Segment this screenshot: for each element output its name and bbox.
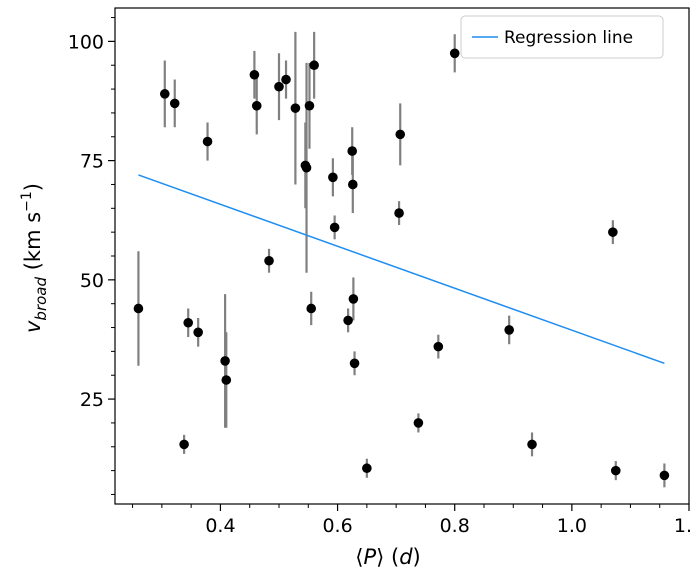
legend-label: Regression line (504, 28, 633, 48)
y-axis-label: vbroad (km s−1) (19, 183, 50, 333)
data-point (179, 439, 189, 450)
data-point (249, 69, 260, 80)
data-point (527, 439, 537, 450)
data-point (221, 375, 232, 385)
x-tick-label: 1.0 (557, 515, 587, 537)
data-point (449, 48, 460, 59)
legend: Regression line (460, 15, 664, 59)
axis-ticks: 0.4 0.6 0.8 1.0 1.2 25 50 75 100 (68, 17, 692, 537)
svg-text:vbroad (km s−1): vbroad (km s−1) (19, 183, 50, 333)
data-point (281, 74, 291, 85)
regression-line (138, 174, 665, 365)
plot-frame (114, 7, 690, 505)
data-point (610, 465, 621, 476)
data-point (347, 146, 358, 156)
data-point (504, 325, 514, 335)
data-point (608, 227, 618, 237)
data-point (301, 162, 312, 173)
data-point (348, 294, 359, 304)
data-point (251, 100, 262, 111)
data-point (193, 327, 203, 338)
error-bars (137, 31, 666, 488)
data-point (159, 89, 170, 99)
data-point (362, 463, 372, 474)
legend-box (460, 15, 664, 59)
svg-text:⟨P⟩ (d): ⟨P⟩ (d) (355, 545, 421, 569)
data-point (395, 129, 406, 140)
x-tick-label: 0.4 (205, 515, 235, 537)
x-tick-label: 0.6 (322, 515, 352, 537)
data-points (133, 48, 670, 481)
x-axis-label: ⟨P⟩ (d) (355, 545, 421, 569)
y-tick-label: 75 (80, 151, 104, 173)
data-point (349, 358, 360, 369)
data-point (290, 103, 301, 113)
x-tick-label: 1.2 (674, 515, 692, 537)
data-point (394, 208, 404, 218)
y-tick-label: 50 (80, 270, 104, 292)
data-point (133, 303, 144, 314)
data-point (328, 172, 338, 183)
data-point (413, 418, 424, 428)
data-point (274, 81, 284, 92)
data-point (659, 470, 670, 481)
y-tick-label: 25 (80, 389, 104, 411)
data-point (348, 179, 358, 190)
data-point (202, 136, 213, 147)
data-point (220, 356, 230, 366)
data-point (329, 222, 340, 233)
data-point (343, 315, 353, 326)
data-point (306, 303, 317, 314)
data-point (264, 255, 274, 266)
data-point (433, 341, 444, 352)
data-point (304, 100, 315, 111)
data-point (169, 98, 180, 109)
y-tick-label: 100 (68, 31, 104, 53)
data-point (183, 317, 194, 328)
regression-line-group (138, 174, 665, 365)
data-point (309, 60, 319, 71)
x-tick-label: 0.8 (440, 515, 470, 537)
